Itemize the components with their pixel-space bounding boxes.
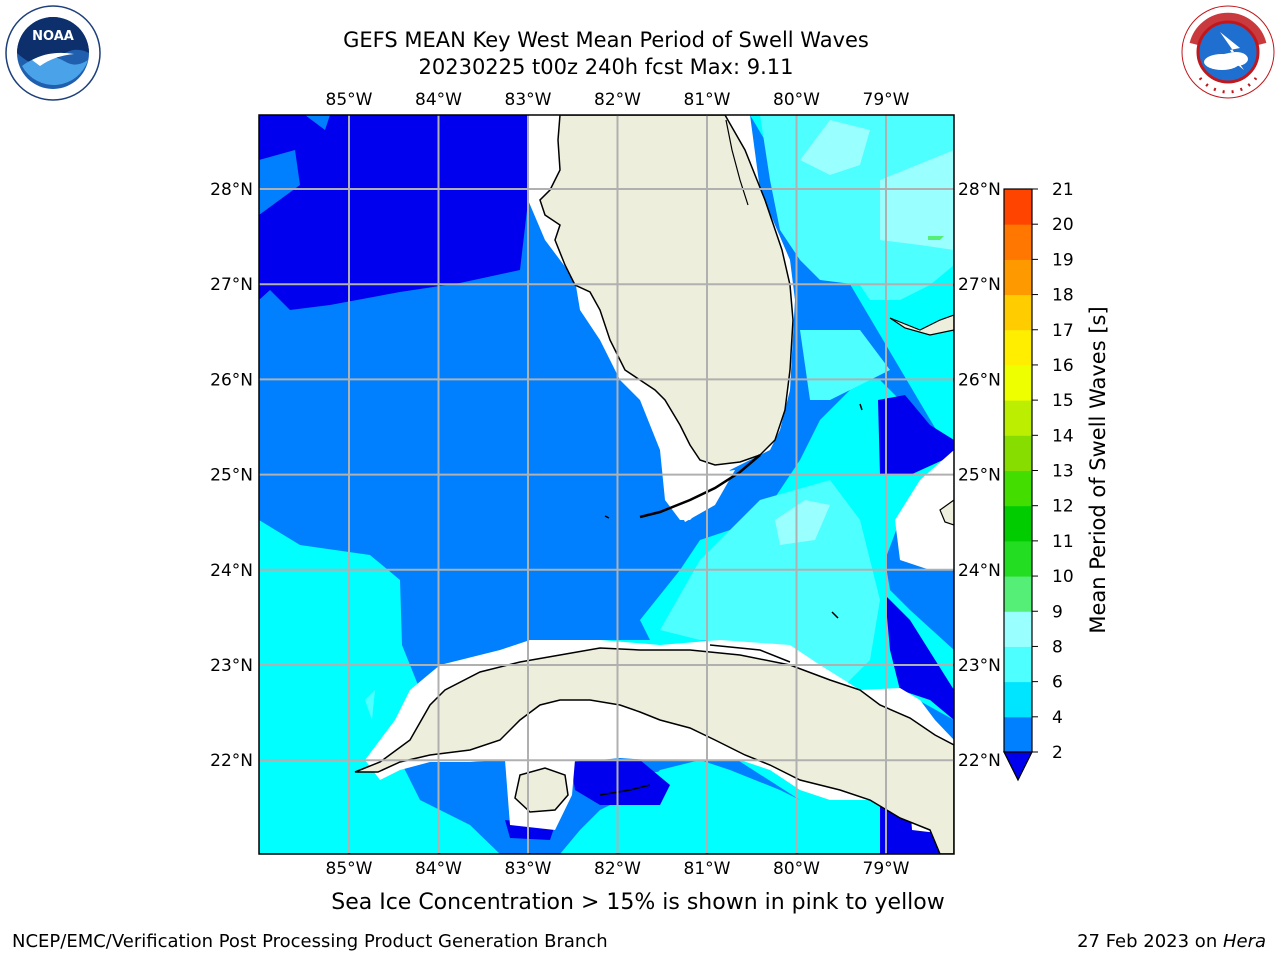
map-axes: 85°W 85°W 84°W 84°W 83°W 83°W 82°W 82°W 81°W 81°W… — [210, 90, 1001, 879]
lat-label-right: 26°N — [958, 370, 1001, 390]
lon-label-bottom: 79°W — [863, 859, 910, 879]
noaa-logo-text: NOAA — [32, 29, 74, 44]
colorbar-tick-label: 20 — [1052, 215, 1074, 235]
colorbar-under-arrow — [1003, 751, 1033, 782]
colorbar-tick-label: 15 — [1052, 391, 1074, 411]
lon-label-top: 80°W — [773, 90, 820, 110]
colorbar-segment — [1004, 435, 1032, 471]
colorbar-tick-label: 4 — [1052, 708, 1063, 728]
lat-label-left: 23°N — [210, 656, 253, 676]
colorbar-segment — [1004, 540, 1032, 577]
lon-label-top: 79°W — [863, 90, 910, 110]
map-subtitle: 20230225 t00z 240h fcst Max: 9.11 — [418, 55, 794, 79]
colorbar-tick-label: 18 — [1052, 286, 1074, 306]
footer-date: 27 Feb 2023 on Hera — [1077, 931, 1266, 952]
map-field — [259, 115, 954, 854]
colorbar-tick-label: 9 — [1052, 602, 1063, 622]
field-pale-cyan — [800, 120, 870, 175]
colorbar-label: Mean Period of Swell Waves [s] — [1086, 306, 1110, 634]
lat-label-left: 27°N — [210, 275, 253, 295]
colorbar-segment — [1004, 716, 1032, 753]
lat-label-left: 25°N — [210, 466, 253, 486]
lat-label-right: 25°N — [958, 466, 1001, 486]
colorbar-segment — [1004, 189, 1032, 225]
lon-label-bottom: 80°W — [773, 859, 820, 879]
lat-label-right: 27°N — [958, 275, 1001, 295]
colorbar-segment — [1004, 576, 1032, 612]
map-grid — [259, 115, 954, 854]
lon-label-bottom: 84°W — [415, 859, 462, 879]
colorbar-segment — [1004, 646, 1032, 683]
lat-label-left: 24°N — [210, 561, 253, 581]
colorbar-tick-label: 11 — [1052, 532, 1074, 552]
lon-label-bottom: 83°W — [505, 859, 552, 879]
colorbar-tick-label: 21 — [1052, 180, 1074, 200]
lat-label-left: 22°N — [210, 751, 253, 771]
lat-label-left: 26°N — [210, 370, 253, 390]
colorbar-tick-label: 13 — [1052, 462, 1074, 482]
land-bahamas — [889, 314, 954, 336]
colorbar-segment — [1004, 329, 1032, 366]
lat-label-right: 28°N — [958, 180, 1001, 200]
map-frame — [258, 114, 955, 855]
colorbar-segment — [1004, 611, 1032, 647]
colorbar-tick-label: 14 — [1052, 426, 1074, 446]
colorbar: 2 4 6 8 9 10 11 12 13 14 15 16 17 18 19 20 21 — [1003, 180, 1074, 782]
colorbar-segment — [1004, 364, 1032, 401]
nws-logo-icon — [1181, 5, 1275, 99]
lat-label-right: 22°N — [958, 751, 1001, 771]
colorbar-segment — [1004, 400, 1032, 436]
colorbar-tick-label: 17 — [1052, 321, 1074, 341]
field-cyan-sw — [259, 520, 500, 854]
field-dark-blue-east — [878, 395, 954, 475]
lon-label-top: 82°W — [594, 90, 641, 110]
colorbar-segment — [1004, 294, 1032, 331]
map-title: GEFS MEAN Key West Mean Period of Swell … — [343, 28, 869, 52]
colorbar-segment — [1004, 470, 1032, 507]
lon-label-bottom: 82°W — [594, 859, 641, 879]
lon-label-top: 85°W — [326, 90, 373, 110]
colorbar-tick-label: 12 — [1052, 497, 1074, 517]
colorbar-segment — [1004, 681, 1032, 718]
colorbar-tick-label: 6 — [1052, 673, 1063, 693]
colorbar-tick-label: 8 — [1052, 637, 1063, 657]
lon-label-bottom: 81°W — [684, 859, 731, 879]
footer-credit: NCEP/EMC/Verification Post Processing Pr… — [12, 931, 608, 952]
land-cuba — [354, 647, 954, 854]
colorbar-tick-label: 10 — [1052, 567, 1074, 587]
colorbar-segment — [1004, 505, 1032, 542]
field-dark-blue-south — [570, 760, 670, 805]
sea-ice-note: Sea Ice Concentration > 15% is shown in … — [331, 890, 945, 915]
lon-label-top: 81°W — [684, 90, 731, 110]
colorbar-segment — [1004, 224, 1032, 260]
lon-label-top: 84°W — [415, 90, 462, 110]
lon-label-bottom: 85°W — [326, 859, 373, 879]
footer-date-text: 27 Feb 2023 on — [1077, 931, 1223, 952]
footer-host: Hera — [1222, 931, 1266, 952]
land-florida — [539, 115, 794, 466]
colorbar-segment — [1004, 259, 1032, 296]
noaa-logo-icon: NOAA — [5, 5, 101, 101]
lon-label-top: 83°W — [505, 90, 552, 110]
lat-label-right: 23°N — [958, 656, 1001, 676]
colorbar-tick-label: 16 — [1052, 356, 1074, 376]
colorbar-tick-label: 2 — [1052, 743, 1063, 763]
colorbar-tick-label: 19 — [1052, 250, 1074, 270]
land-keys — [639, 454, 761, 519]
lat-label-right: 24°N — [958, 561, 1001, 581]
field-dark-blue-nw — [259, 115, 527, 310]
lat-label-left: 28°N — [210, 180, 253, 200]
